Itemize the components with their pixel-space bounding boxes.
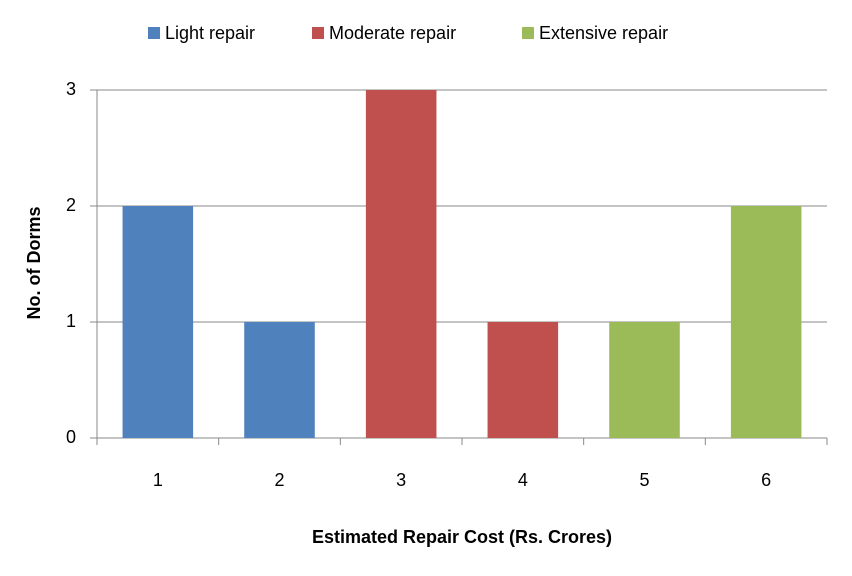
y-tick-label: 2 [66,195,76,215]
y-axis-title: No. of Dorms [24,206,44,319]
bar [244,322,315,438]
x-tick-label: 2 [274,470,284,490]
x-tick-label: 6 [761,470,771,490]
bar [122,206,194,438]
x-axis-title: Estimated Repair Cost (Rs. Crores) [312,527,612,547]
bar [730,206,802,438]
bar [609,322,680,438]
x-tick-label: 4 [518,470,528,490]
bar [365,90,437,438]
legend-label: Light repair [165,23,255,43]
legend-swatch [522,27,534,39]
legend-swatch [148,27,160,39]
x-tick-label: 1 [153,470,163,490]
legend-label: Extensive repair [539,23,668,43]
x-tick-label: 3 [396,470,406,490]
bar [487,322,559,438]
y-tick-label: 1 [66,311,76,331]
legend-swatch [312,27,324,39]
y-tick-label: 3 [66,79,76,99]
legend-label: Moderate repair [329,23,456,43]
x-tick-label: 5 [639,470,649,490]
y-tick-label: 0 [66,427,76,447]
